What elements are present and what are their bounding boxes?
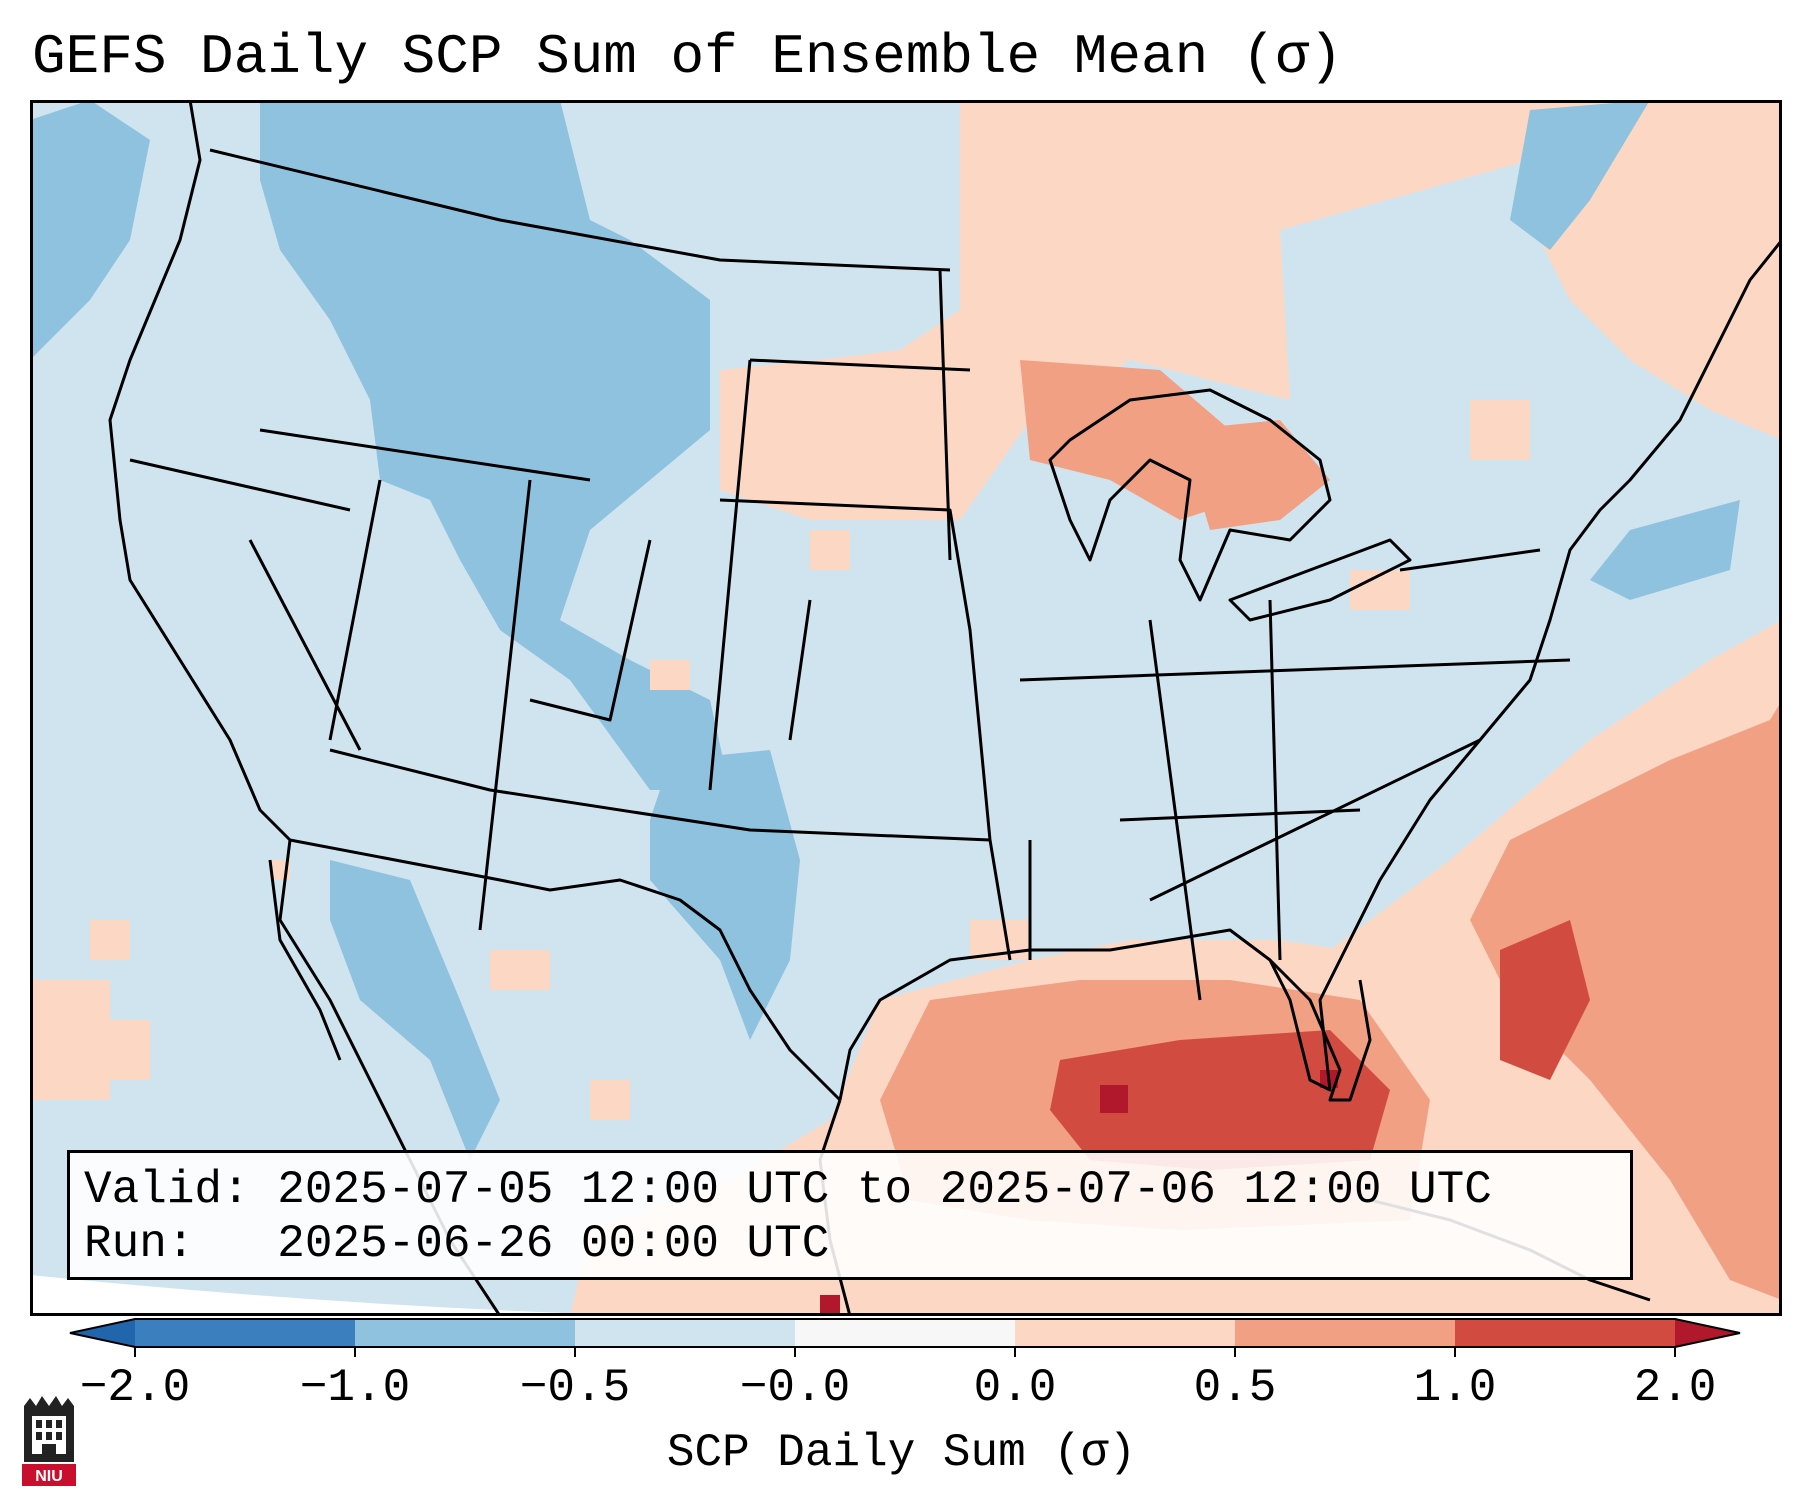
- state-line-17: [1019, 658, 1571, 682]
- colorbar-svg: [69, 1318, 1741, 1357]
- atlantic-coast: [1348, 239, 1782, 941]
- colorbar-tick-label: −1.0: [299, 1362, 411, 1414]
- anomaly-north-plains: [720, 100, 1530, 520]
- us-coastline-west: [108, 100, 292, 842]
- run-row: Run: 2025-06-26 00:00 UTC: [84, 1217, 1616, 1271]
- colorbar-tick-label: −0.5: [519, 1362, 631, 1414]
- chart-title: GEFS Daily SCP Sum of Ensemble Mean (σ): [32, 25, 1343, 89]
- colorbar-tick-label: 0.0: [973, 1362, 1057, 1414]
- canada-border: [209, 148, 951, 272]
- valid-row: Valid: 2025-07-05 12:00 UTC to 2025-07-0…: [84, 1163, 1616, 1217]
- state-line-7: [529, 539, 652, 722]
- state-line-13: [988, 839, 1012, 961]
- map-panel: [30, 100, 1782, 1316]
- state-line-20: [1399, 548, 1541, 572]
- anomaly-atlantic-blue: [1590, 500, 1740, 600]
- anomaly-northwest-blue: [260, 100, 730, 790]
- colorbar-segment: [355, 1319, 576, 1347]
- run-value: 2025-06-26 00:00 UTC: [277, 1218, 830, 1270]
- colorbar-tick-label: 0.5: [1193, 1362, 1277, 1414]
- gulf-coast: [838, 928, 1352, 1101]
- colorbar-tick-label: −2.0: [79, 1362, 191, 1414]
- colorbar-segment: [795, 1319, 1016, 1347]
- colorbar-over-extend: [1675, 1319, 1740, 1347]
- anomaly-scatter: [30, 400, 1530, 1120]
- colorbar-under-extend: [70, 1319, 135, 1347]
- lake-erie: [1228, 538, 1412, 622]
- state-line-5: [329, 748, 991, 842]
- us-mexico-border: [289, 838, 842, 1102]
- anomaly-west-coast-blue: [30, 100, 150, 360]
- florida-outline: [1268, 958, 1372, 1102]
- niu-logo: NIU: [20, 1392, 78, 1488]
- state-line-18: [1149, 738, 1481, 902]
- anomaly-atlantic-dark: [1500, 920, 1590, 1080]
- great-lakes-outline: [1048, 388, 1332, 602]
- colorbar-segment: [1015, 1319, 1236, 1347]
- niu-logo-svg: NIU: [22, 1396, 76, 1486]
- state-line-1: [259, 428, 591, 482]
- niu-logo-text: NIU: [35, 1468, 63, 1485]
- colorbar-tick-label: 2.0: [1633, 1362, 1717, 1414]
- valid-value: 2025-07-05 12:00 UTC to 2025-07-06 12:00…: [277, 1164, 1492, 1216]
- anomaly-texas-blue: [650, 750, 800, 1040]
- anomaly-peak-3: [820, 1295, 840, 1315]
- state-line-2: [129, 458, 351, 512]
- colorbar-segment: [135, 1319, 356, 1347]
- state-line-9: [749, 358, 971, 372]
- colorbar-tick-label: 1.0: [1413, 1362, 1497, 1414]
- state-line-6: [478, 479, 532, 931]
- anomaly-great-lakes-red: [1020, 360, 1240, 520]
- state-line-15: [1148, 619, 1202, 1001]
- state-line-12: [938, 269, 952, 561]
- baja: [268, 859, 342, 1061]
- colorbar-tick-label: −0.0: [739, 1362, 851, 1414]
- colorbar-segment: [575, 1319, 796, 1347]
- valid-label: Valid:: [84, 1164, 250, 1216]
- state-line-10: [719, 498, 992, 841]
- info-box: Valid: 2025-07-05 12:00 UTC to 2025-07-0…: [67, 1150, 1633, 1280]
- colorbar-ticks: −2.0 −1.0 −0.5 −0.0 0.0 0.5 1.0 2.0: [0, 1360, 1803, 1420]
- anomaly-mexico-blue: [330, 860, 500, 1160]
- colorbar-segment: [1235, 1319, 1456, 1347]
- anomaly-atlantic-mid: [1470, 700, 1782, 1300]
- map-svg: [30, 100, 1782, 1316]
- state-line-8: [708, 359, 752, 791]
- map-boundaries: [108, 100, 1782, 1316]
- state-line-16: [1268, 599, 1282, 961]
- colorbar-segment: [1455, 1319, 1676, 1347]
- state-line-19: [1119, 808, 1361, 822]
- state-line-11: [788, 599, 812, 741]
- map-border: [30, 100, 1782, 1316]
- run-label: Run:: [84, 1218, 195, 1270]
- anomaly-michigan-red: [1180, 420, 1330, 530]
- anomaly-peak-1: [1100, 1085, 1128, 1113]
- colorbar: [69, 1318, 1741, 1357]
- anomaly-ne-blue: [1510, 100, 1650, 250]
- state-line-4: [248, 539, 362, 751]
- colorbar-label: SCP Daily Sum (σ): [666, 1427, 1137, 1479]
- state-line-3: [328, 479, 382, 741]
